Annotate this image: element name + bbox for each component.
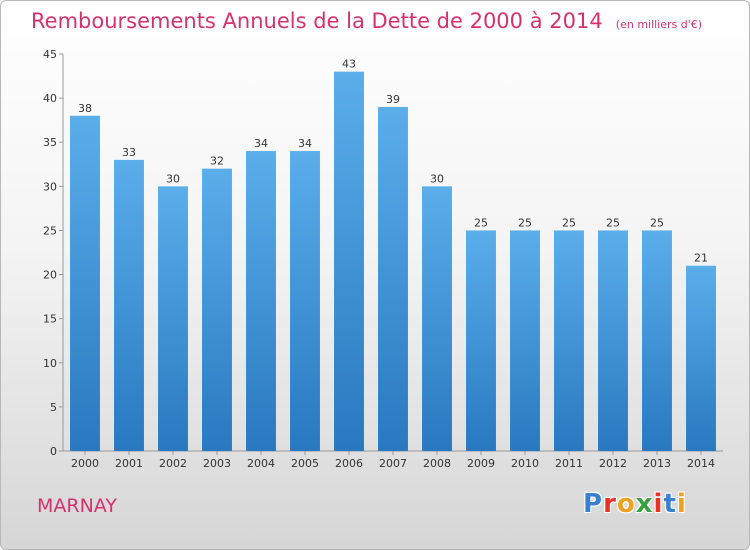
value-label-2000: 38 [78, 102, 92, 115]
proxiti-logo: Proxiti [583, 489, 687, 519]
bar-2001 [114, 159, 144, 451]
y-tick-label: 10 [43, 357, 57, 370]
y-tick-label: 40 [43, 92, 57, 105]
commune-name: MARNAY [37, 495, 117, 517]
bar-2010 [510, 230, 540, 451]
chart-title: Remboursements Annuels de la Dette de 20… [31, 9, 603, 33]
x-tick-label-2007: 2007 [379, 457, 407, 470]
bar-2008 [422, 186, 452, 452]
x-tick-label-2006: 2006 [335, 457, 363, 470]
y-tick-label: 45 [43, 48, 57, 61]
x-tick-label-2001: 2001 [115, 457, 143, 470]
bar-2014 [686, 265, 716, 451]
x-tick-label-2012: 2012 [599, 457, 627, 470]
x-tick-label-2002: 2002 [159, 457, 187, 470]
bars: 38 33 30 32 34 34 43 39 30 25 25 25 25 25 21 [70, 58, 716, 452]
title-row: Remboursements Annuels de la Dette de 20… [31, 9, 702, 33]
x-tick-label-2008: 2008 [423, 457, 451, 470]
value-label-2008: 30 [430, 172, 444, 185]
x-tick-label-2010: 2010 [511, 457, 539, 470]
y-tick-label: 15 [43, 313, 57, 326]
x-tick-label-2013: 2013 [643, 457, 671, 470]
bar-2000 [70, 115, 100, 451]
value-label-2010: 25 [518, 216, 532, 229]
logo-letter: P [583, 489, 604, 519]
x-tick-label-2011: 2011 [555, 457, 583, 470]
bar-2005 [290, 151, 320, 452]
bar-2011 [554, 230, 584, 451]
x-tick-label-2004: 2004 [247, 457, 275, 470]
x-tick-label-2009: 2009 [467, 457, 495, 470]
bar-2013 [642, 230, 672, 451]
logo-letter: x [635, 489, 654, 519]
y-tick-label: 25 [43, 224, 57, 237]
bar-2009 [466, 230, 496, 451]
x-axis: 2000 2001 2002 2003 2004 2005 2006 2007 2008 2009… [63, 450, 723, 470]
value-label-2006: 43 [342, 58, 356, 71]
logo-letter: o [616, 489, 636, 519]
value-label-2004: 34 [254, 137, 268, 150]
x-tick-label-2000: 2000 [71, 457, 99, 470]
value-label-2005: 34 [298, 137, 312, 150]
bar-2003 [202, 168, 232, 451]
value-label-2001: 33 [122, 146, 136, 159]
logo-letter: r [603, 489, 617, 519]
logo-letter: i [676, 489, 687, 519]
bar-2002 [158, 186, 188, 452]
value-label-2014: 21 [694, 252, 708, 265]
bar-2012 [598, 230, 628, 451]
y-tick-label: 35 [43, 136, 57, 149]
x-tick-label-2003: 2003 [203, 457, 231, 470]
bar-2004 [246, 151, 276, 452]
x-tick-label-2014: 2014 [687, 457, 715, 470]
logo-letter: i [653, 489, 664, 519]
value-label-2013: 25 [650, 216, 664, 229]
value-label-2007: 39 [386, 93, 400, 106]
value-label-2011: 25 [562, 216, 576, 229]
chart-unit: (en milliers d'€) [615, 18, 703, 31]
y-tick-label: 5 [50, 401, 57, 414]
value-label-2012: 25 [606, 216, 620, 229]
y-axis: 0 5 10 15 20 25 30 35 40 45 [43, 48, 64, 458]
value-label-2009: 25 [474, 216, 488, 229]
logo-letter: t [663, 489, 677, 519]
y-tick-label: 30 [43, 180, 57, 193]
y-tick-label: 0 [50, 445, 57, 458]
x-tick-label-2005: 2005 [291, 457, 319, 470]
y-tick-label: 20 [43, 269, 57, 282]
bar-2007 [378, 106, 408, 451]
value-label-2002: 30 [166, 172, 180, 185]
bar-2006 [334, 71, 364, 452]
value-label-2003: 32 [210, 155, 224, 168]
